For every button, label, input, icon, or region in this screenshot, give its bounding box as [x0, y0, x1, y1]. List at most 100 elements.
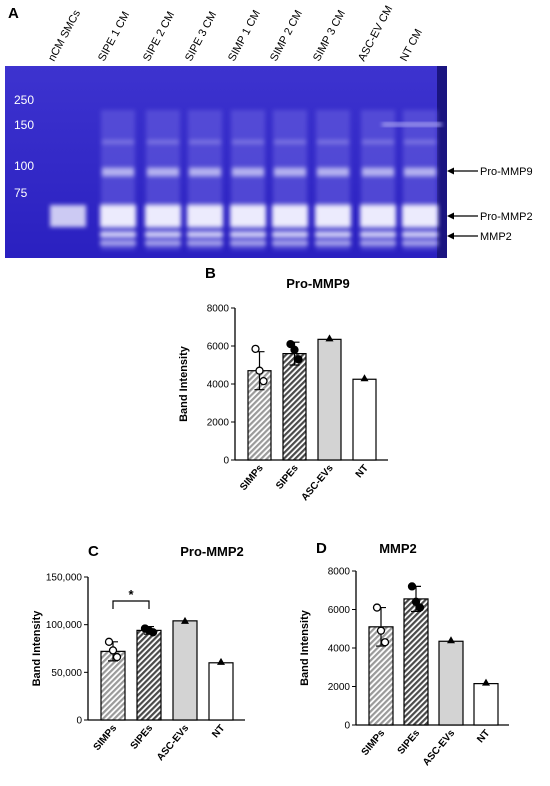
mw-marker: 150	[14, 118, 34, 132]
gel-band	[100, 241, 136, 245]
x-tick-label: ASC-EVs	[421, 728, 458, 769]
lane-smear	[188, 110, 222, 250]
lane-label: SIMP 1 CM	[226, 8, 263, 63]
gel-band	[382, 122, 442, 127]
y-tick-label: 0	[76, 716, 82, 727]
data-point	[251, 344, 260, 354]
y-tick-label: 4000	[328, 644, 351, 655]
gel-band	[360, 241, 396, 245]
band-label: MMP2	[480, 231, 512, 243]
data-point	[255, 366, 264, 375]
gel-lane	[402, 110, 438, 250]
gel-band	[360, 232, 396, 237]
significance-label: *	[128, 587, 134, 602]
gel-band	[315, 232, 351, 237]
mw-marker: 250	[14, 93, 34, 107]
data-point	[217, 657, 225, 665]
gel-band	[232, 168, 264, 176]
data-point	[407, 582, 417, 591]
y-tick-label: 0	[223, 456, 229, 467]
band-label: Pro-MMP2	[480, 211, 533, 223]
panel-label: B	[205, 265, 216, 282]
bar	[352, 378, 377, 461]
data-point	[294, 355, 303, 364]
bar	[172, 620, 198, 721]
data-point	[415, 603, 425, 612]
lane-smear	[403, 110, 437, 250]
bar	[100, 650, 126, 721]
lane-smear	[231, 110, 265, 250]
gel-band	[402, 241, 438, 245]
gel-band	[274, 168, 306, 176]
gel-band	[145, 232, 181, 237]
y-tick-label: 150,000	[46, 573, 83, 584]
gel-band	[272, 232, 308, 237]
x-tick-label: SIMPs	[92, 723, 120, 753]
data-point	[290, 345, 299, 354]
y-tick-label: 0	[344, 721, 350, 732]
arrow-head	[447, 232, 454, 240]
gel-band	[317, 168, 349, 176]
x-tick-label: SIMPs	[238, 463, 266, 493]
data-point	[360, 374, 369, 382]
panel-label: D	[316, 540, 327, 557]
gel-band	[230, 241, 266, 245]
data-point	[112, 652, 122, 662]
lane-smear	[101, 110, 135, 250]
gel-band	[145, 205, 181, 227]
lane-smear	[273, 110, 307, 250]
lane-label: nCM SMCs	[46, 8, 83, 64]
gel-band	[187, 232, 223, 237]
gel-band	[317, 140, 349, 144]
data-point	[181, 616, 189, 624]
lane-smear	[146, 110, 180, 250]
gel-band	[272, 241, 308, 245]
gel-band	[272, 205, 308, 227]
gel-band	[100, 232, 136, 237]
y-tick-label: 100,000	[46, 620, 83, 631]
gel-band	[189, 140, 221, 144]
gel-band	[360, 205, 396, 227]
gel-lane	[145, 110, 181, 250]
x-tick-label: ASC-EVs	[155, 723, 192, 764]
gel-band	[102, 168, 134, 176]
lane-smear	[316, 110, 350, 250]
bar	[208, 662, 234, 721]
data-point	[259, 376, 268, 386]
y-tick-label: 4000	[207, 380, 230, 391]
x-tick-label: SIPEs	[396, 728, 423, 757]
bar	[438, 640, 464, 726]
lane-label: SIPE 3 CM	[183, 10, 219, 64]
y-tick-label: 8000	[207, 304, 230, 315]
data-point	[286, 339, 295, 349]
gel-band	[404, 168, 436, 176]
chart-title: MMP2	[379, 541, 417, 556]
band-label: Pro-MMP9	[480, 166, 533, 178]
gel-band	[187, 205, 223, 227]
bar	[317, 338, 342, 461]
gel-band	[315, 205, 351, 227]
y-axis-label: Band Intensity	[299, 609, 311, 686]
panel-label: C	[88, 543, 99, 560]
x-tick-label: NT	[475, 728, 492, 745]
data-point	[325, 334, 334, 342]
gel-band	[274, 140, 306, 144]
gel-lane	[272, 110, 308, 250]
gel-band	[315, 241, 351, 245]
gel-lane	[187, 110, 223, 250]
mw-marker: 100	[14, 159, 34, 173]
data-point	[148, 628, 158, 637]
gel-band	[100, 205, 136, 227]
gel-band	[404, 140, 436, 144]
gel-band	[230, 232, 266, 237]
data-point	[104, 637, 114, 646]
gel-band	[187, 241, 223, 245]
data-point	[376, 626, 386, 635]
gel-band	[147, 140, 179, 144]
lane-smear	[361, 110, 395, 250]
lane-label: ASC-EV CM	[356, 4, 395, 64]
arrow-head	[447, 167, 454, 175]
data-point	[108, 646, 118, 655]
gel-band	[145, 241, 181, 245]
